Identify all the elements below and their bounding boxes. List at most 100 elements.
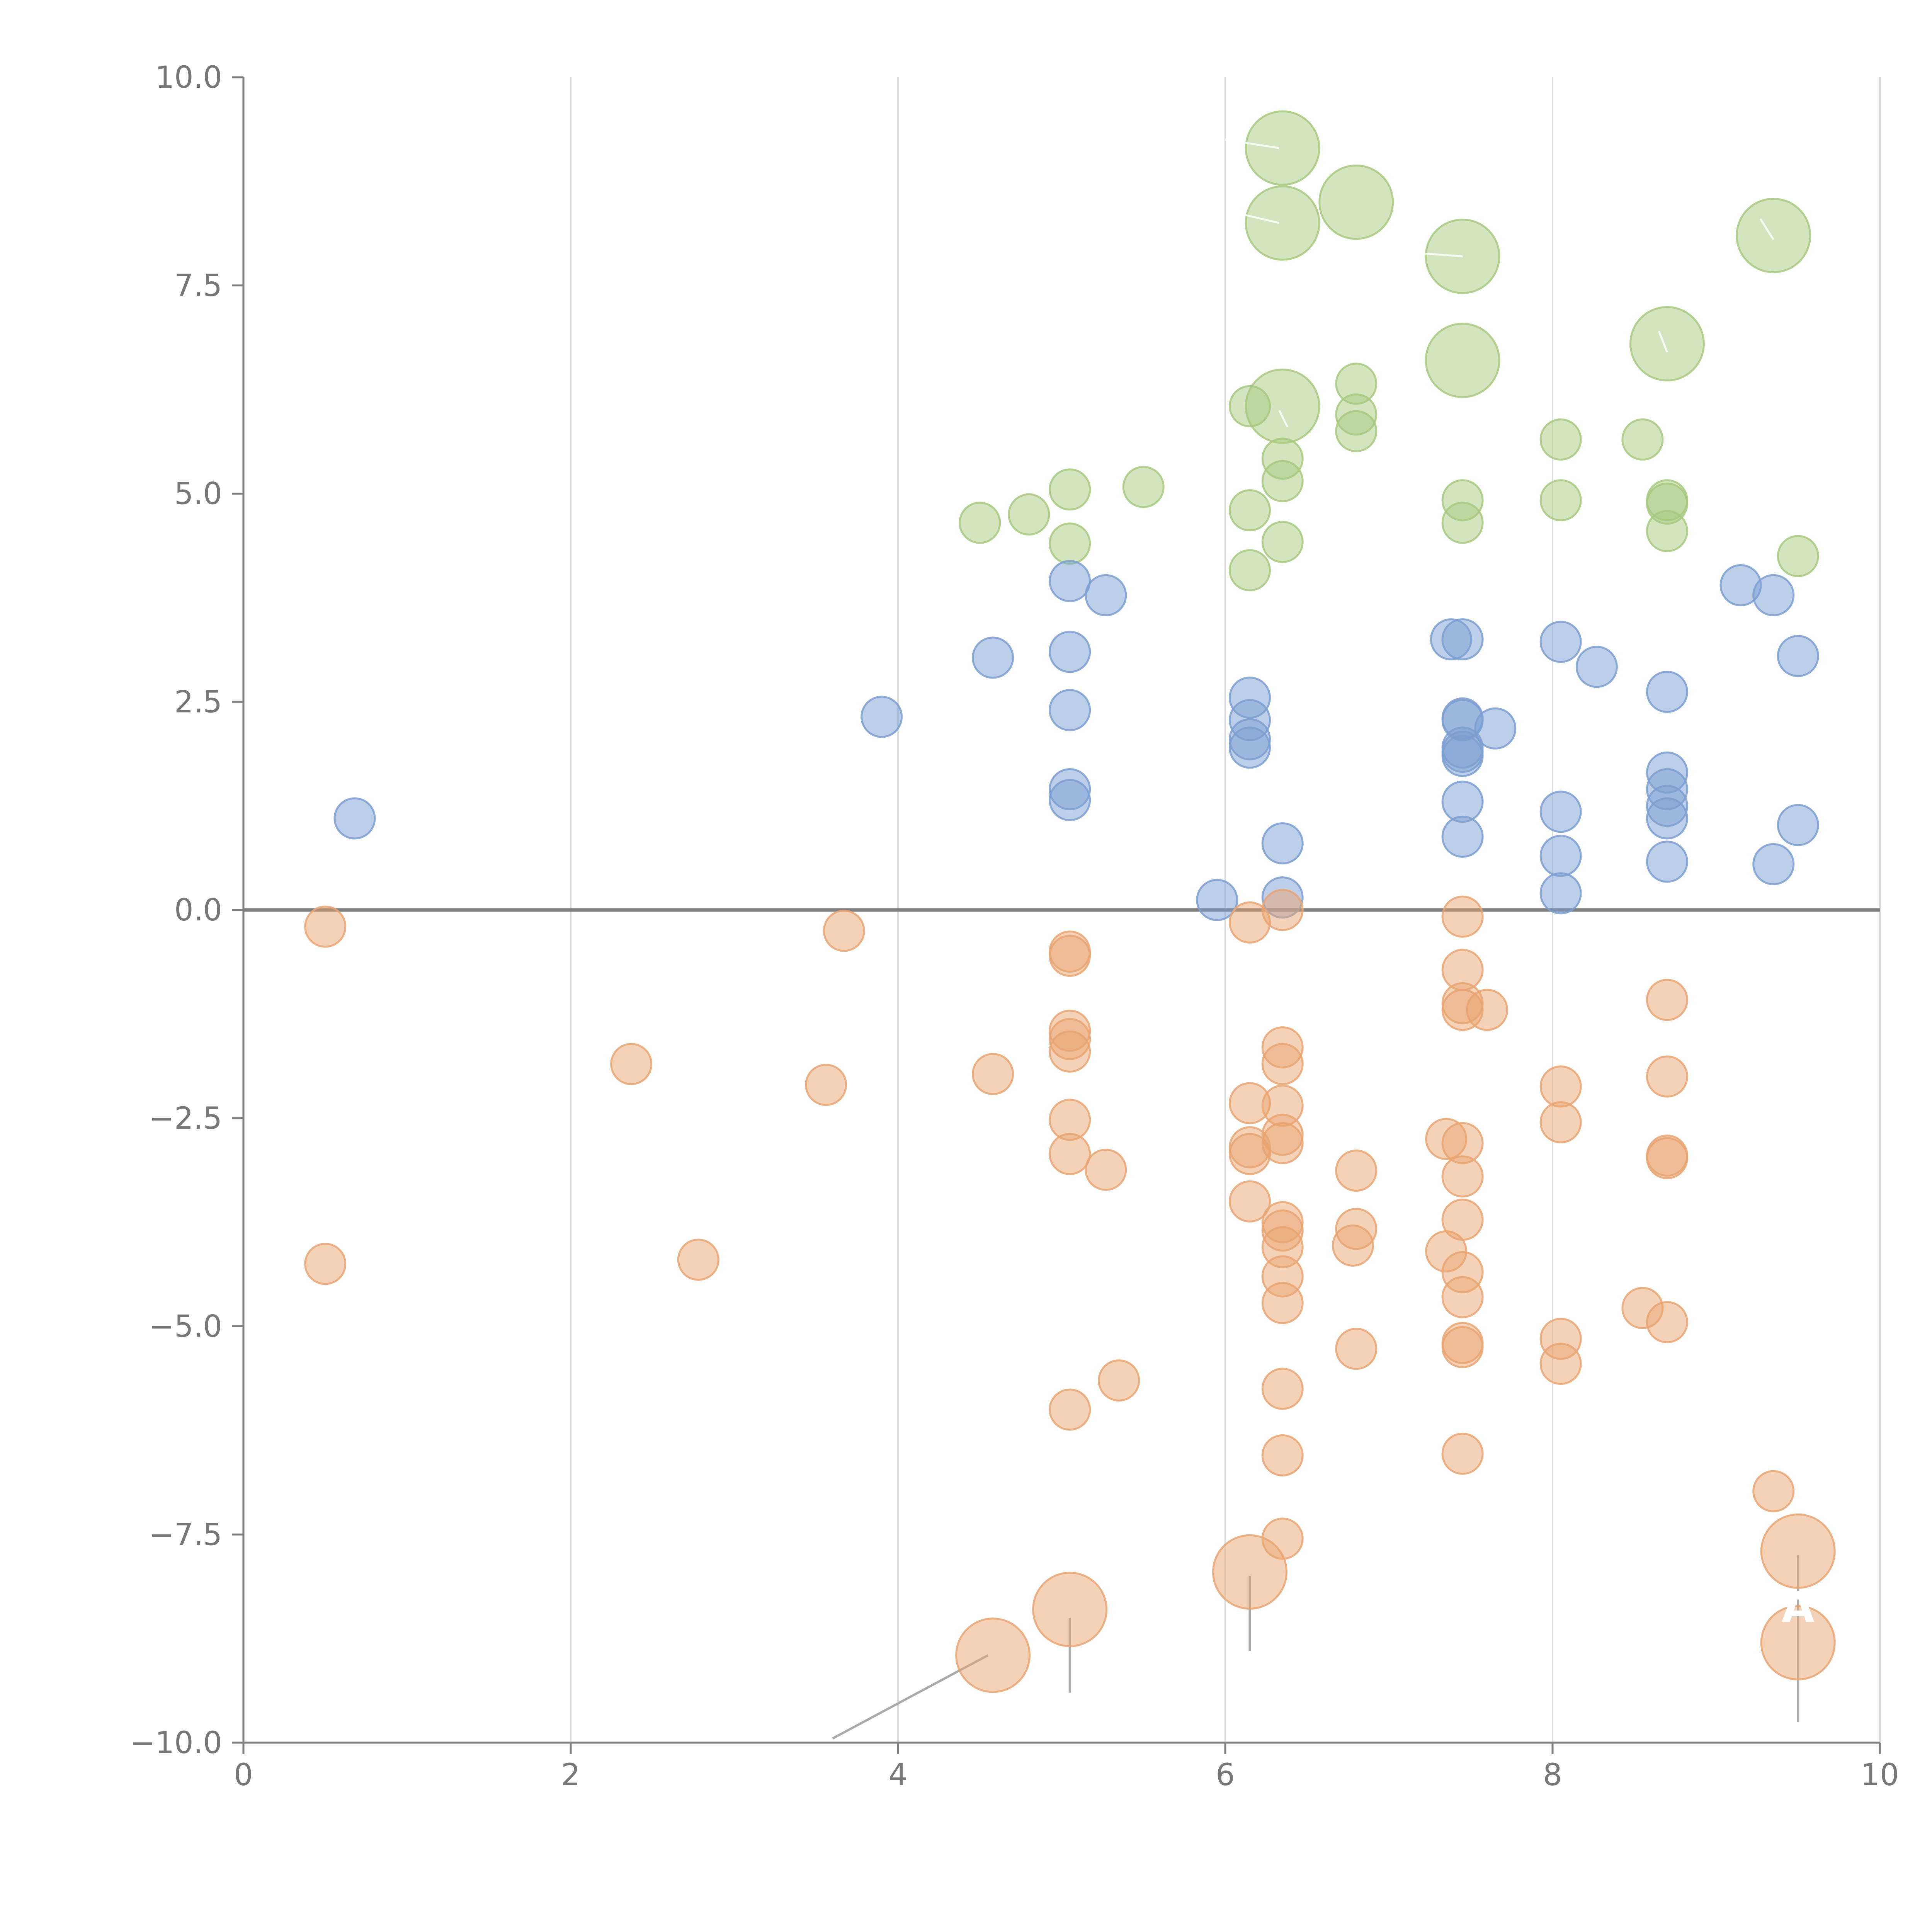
orange-point xyxy=(610,1043,653,1085)
orange-point xyxy=(1261,1367,1304,1410)
orange-point xyxy=(304,1243,347,1285)
blue-point xyxy=(1539,791,1582,833)
blue-point xyxy=(1539,872,1582,915)
orange-point xyxy=(1441,1199,1484,1241)
green-large-point xyxy=(1425,323,1500,398)
blue-point xyxy=(1777,635,1819,677)
blue-point xyxy=(1441,815,1484,858)
orange-point xyxy=(1441,1326,1484,1368)
orange-point xyxy=(972,1053,1014,1095)
orange-point xyxy=(1261,1122,1304,1164)
orange-point xyxy=(677,1238,719,1281)
x-tick-label: 4 xyxy=(888,1758,908,1793)
x-tick-label: 10 xyxy=(1861,1758,1899,1793)
orange-point xyxy=(1646,1137,1688,1179)
green-large-point xyxy=(1245,110,1320,186)
green-point xyxy=(1229,549,1271,592)
blue-point xyxy=(1539,835,1582,877)
blue-point xyxy=(1646,670,1688,713)
y-tick-label: 7.5 xyxy=(174,269,222,303)
orange-point xyxy=(1539,1342,1582,1385)
blue-point xyxy=(1752,843,1795,885)
green-point xyxy=(1229,489,1271,532)
white-connector xyxy=(1405,251,1463,257)
blue-point xyxy=(1575,646,1618,688)
orange-point xyxy=(1261,1043,1304,1085)
green-large-point xyxy=(1736,197,1811,273)
orange-point xyxy=(1335,1328,1378,1370)
orange-point xyxy=(1261,1434,1304,1477)
x-tick-label: 0 xyxy=(234,1758,253,1793)
blue-point xyxy=(1229,726,1271,769)
orange-point xyxy=(1539,1101,1582,1144)
orange-point xyxy=(1752,1470,1795,1512)
orange-point xyxy=(1441,1432,1484,1475)
x-tick-label: 8 xyxy=(1543,1758,1562,1793)
annotations: A xyxy=(1225,139,1815,1632)
y-tick-label: 0.0 xyxy=(174,893,222,928)
orange-large-point xyxy=(1032,1571,1108,1647)
white-connector xyxy=(1225,139,1280,149)
y-tick-label: 5.0 xyxy=(174,477,222,512)
blue-point xyxy=(1646,840,1688,883)
orange-point xyxy=(1646,979,1688,1021)
orange-point xyxy=(304,905,347,948)
orange-point xyxy=(1229,1180,1271,1223)
x-tick-label: 2 xyxy=(561,1758,580,1793)
annotation-label: A xyxy=(1782,1583,1815,1632)
blue-point xyxy=(1777,804,1819,846)
blue-point xyxy=(1196,879,1238,921)
green-large-point xyxy=(1245,185,1320,261)
orange-point xyxy=(1098,1359,1140,1402)
data-points xyxy=(304,110,1836,1693)
green-point xyxy=(1777,535,1819,577)
blue-point xyxy=(1752,574,1795,616)
orange-point xyxy=(823,910,865,952)
blue-point xyxy=(1049,689,1091,731)
orange-point xyxy=(1646,1301,1688,1344)
blue-point xyxy=(972,636,1014,679)
green-point xyxy=(1335,410,1378,452)
green-point xyxy=(1122,466,1165,508)
orange-large-point xyxy=(1760,1605,1836,1680)
x-tick-label: 6 xyxy=(1216,1758,1235,1793)
blue-point xyxy=(1539,621,1582,663)
y-tick-label: 2.5 xyxy=(174,685,222,719)
orange-point xyxy=(1049,1388,1091,1431)
blue-point xyxy=(861,696,903,738)
y-tick-label: −5.0 xyxy=(149,1310,222,1344)
green-large-point xyxy=(1318,164,1394,240)
green-point xyxy=(1049,522,1091,565)
orange-point xyxy=(1049,1133,1091,1175)
orange-point xyxy=(1085,1148,1127,1191)
green-point xyxy=(959,502,1001,544)
blue-point xyxy=(1474,707,1517,750)
orange-point xyxy=(805,1064,847,1106)
green-point xyxy=(1441,502,1484,544)
orange-large-point xyxy=(1212,1534,1288,1610)
white-connector xyxy=(1759,218,1774,240)
y-tick-label: −10.0 xyxy=(130,1726,222,1760)
axes xyxy=(232,76,1881,1754)
tick-labels: 0 2 4 6 8 10 −10.0 −7.5 −5.0 −2.5 0.0 2.5 5.0 7.5 10.0 xyxy=(130,60,1899,1793)
green-large-point xyxy=(1245,368,1320,444)
orange-point xyxy=(1466,989,1509,1031)
orange-point xyxy=(1441,895,1484,938)
orange-point xyxy=(1049,1030,1091,1073)
green-point xyxy=(1008,493,1050,536)
orange-point xyxy=(1261,1282,1304,1324)
orange-point xyxy=(1646,1055,1688,1098)
blue-point xyxy=(1049,779,1091,821)
orange-point xyxy=(1335,1208,1378,1250)
green-point xyxy=(1261,520,1304,563)
orange-point xyxy=(1441,1155,1484,1198)
orange-large-point xyxy=(955,1617,1031,1693)
blue-point xyxy=(333,797,376,840)
orange-point xyxy=(1049,935,1091,977)
green-point xyxy=(1261,460,1304,502)
blue-point xyxy=(1646,797,1688,840)
orange-point xyxy=(1441,1276,1484,1318)
green-point xyxy=(1539,418,1582,461)
white-connector xyxy=(1278,410,1289,428)
